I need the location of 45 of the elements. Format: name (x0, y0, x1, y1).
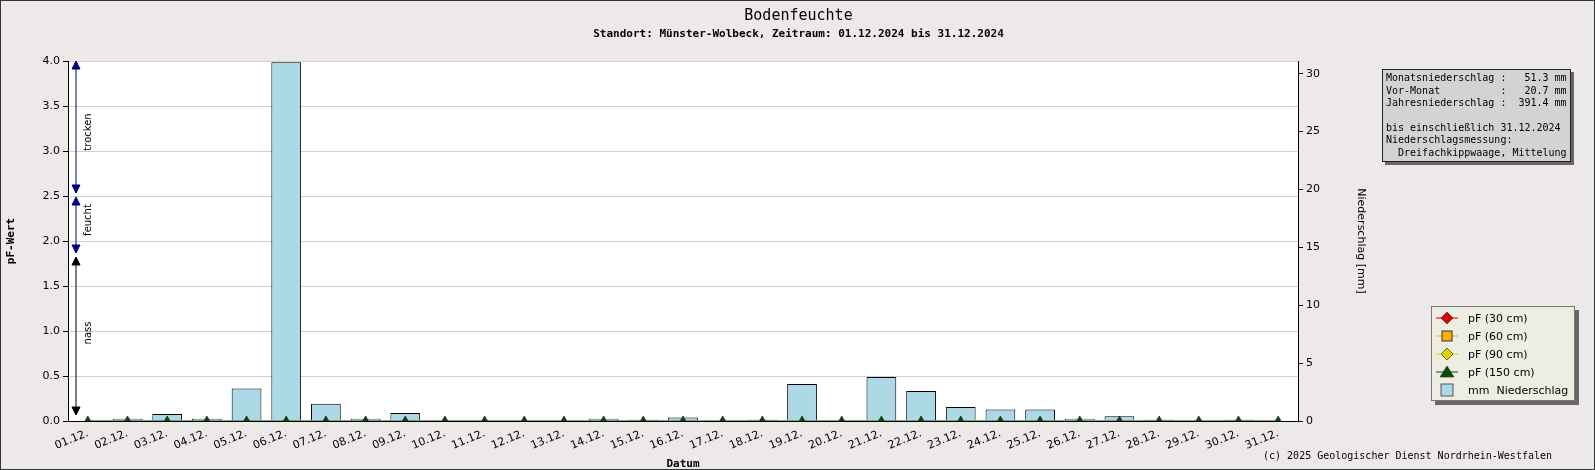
x-tick-label: 09.12. (370, 426, 408, 452)
y-tick-label: 3.0 (42, 143, 60, 157)
x-tick-label: 02.12. (92, 426, 130, 452)
text: (c) 2025 Geologischer Dienst Nordrhein-Westfalen (1263, 450, 1552, 461)
legend-label: pF (60 cm) (1468, 329, 1528, 343)
y2-tick-label: 30 (1306, 66, 1320, 80)
chart-subtitle: Standort: Münster-Wolbeck, Zeitraum: 01.12.2024 bis 31.12.2024 (592, 27, 1005, 40)
y2-tick-label: 15 (1306, 240, 1320, 254)
y-tick-label: 3.5 (42, 98, 60, 112)
y2-tick-label: 10 (1306, 298, 1320, 312)
legend-label: pF (30 cm) (1468, 311, 1528, 325)
annotation: nass (81, 321, 93, 345)
text: Monatsniederschlag : 51.3 mm (1386, 72, 1567, 85)
x-tick-label: 06.12. (251, 426, 289, 452)
y-tick-label: 0.0 (42, 413, 60, 427)
x-axis-title: Datum (666, 457, 700, 470)
annotation: trocken (81, 113, 93, 151)
x-tick-label: 08.12. (330, 426, 368, 452)
text: Jahresniederschlag : 391.4 mm (1386, 97, 1567, 110)
y-tick-label: 0.5 (42, 368, 60, 382)
y2-tick-label: 0 (1306, 413, 1313, 427)
y-tick-label: 2.0 (42, 233, 60, 247)
legend-label: pF (150 cm) (1468, 365, 1535, 379)
y-tick-label: 2.5 (42, 188, 60, 202)
text: Niederschlagsmessung: (1386, 134, 1514, 147)
text: Vor-Monat : 20.7 mm (1386, 84, 1567, 97)
y-tick-label: 4.0 (42, 53, 60, 67)
chart-title: Bodenfeuchte (743, 6, 854, 24)
text: bis einschließlich 31.12.2024 (1386, 121, 1562, 134)
x-tick-label: 05.12. (211, 426, 249, 452)
y-axis-title: pF-Wert (4, 217, 18, 265)
x-tick-label: 03.12. (132, 426, 170, 452)
y2-tick-label: 20 (1306, 182, 1320, 196)
y2-axis-title: Niederschlag [mm] (1354, 188, 1368, 294)
legend-label: pF (90 cm) (1468, 347, 1528, 361)
annotation: feucht (81, 204, 93, 236)
y2-tick-label: 25 (1306, 124, 1320, 138)
text: Dreifachkippwaage, Mittelung (1397, 146, 1567, 159)
y2-tick-label: 5 (1306, 355, 1313, 369)
x-tick-label: 01.12. (52, 426, 91, 452)
y-tick-label: 1.5 (42, 278, 60, 292)
legend-label: mm Niederschlag (1468, 383, 1569, 397)
x-tick-label: 04.12. (171, 426, 210, 452)
x-tick-label: 07.12. (290, 426, 329, 452)
y-tick-label: 1.0 (42, 323, 60, 337)
